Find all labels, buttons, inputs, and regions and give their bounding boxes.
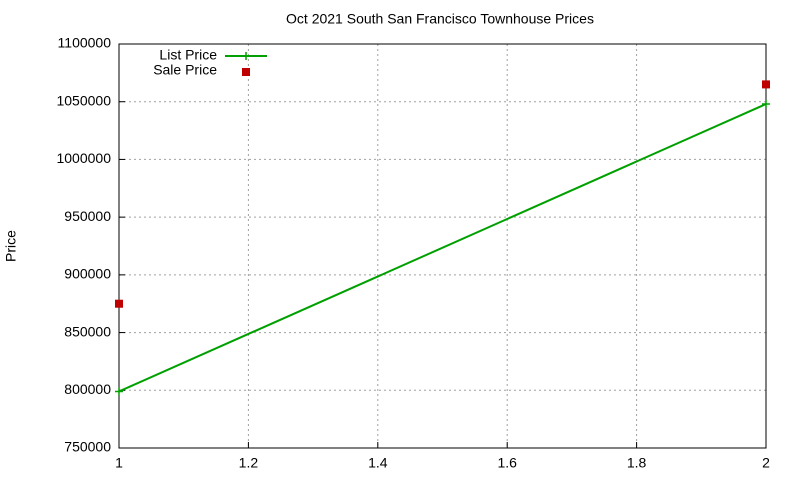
legend-label: List Price [159, 47, 217, 63]
y-tick-label: 1100000 [58, 35, 112, 51]
data-point [762, 80, 770, 89]
y-axis-label: Price [3, 230, 19, 262]
x-tick-label: 1 [115, 455, 123, 471]
x-tick-label: 2 [762, 455, 770, 471]
legend-marker [242, 52, 250, 60]
x-tick-label: 1.8 [627, 455, 647, 471]
y-tick-label: 750000 [64, 439, 111, 455]
series-line [118, 103, 767, 393]
y-tick-label: 850000 [64, 323, 111, 339]
y-tick-label: 900000 [64, 266, 111, 282]
data-point [115, 299, 123, 308]
plot-border [118, 43, 767, 449]
chart-title: Oct 2021 South San Francisco Townhouse P… [286, 11, 594, 27]
y-tick-label: 950000 [64, 208, 111, 224]
y-tick-label: 800000 [64, 381, 111, 397]
x-tick-label: 1.4 [368, 455, 388, 471]
legend-marker [242, 68, 250, 76]
y-tick-label: 1000000 [56, 150, 111, 166]
x-tick-label: 1.2 [239, 455, 259, 471]
legend-label: Sale Price [153, 62, 217, 78]
data-point [115, 387, 123, 396]
data-point [762, 100, 770, 109]
x-tick-label: 1.6 [497, 455, 517, 471]
y-tick-label: 1050000 [56, 92, 111, 108]
